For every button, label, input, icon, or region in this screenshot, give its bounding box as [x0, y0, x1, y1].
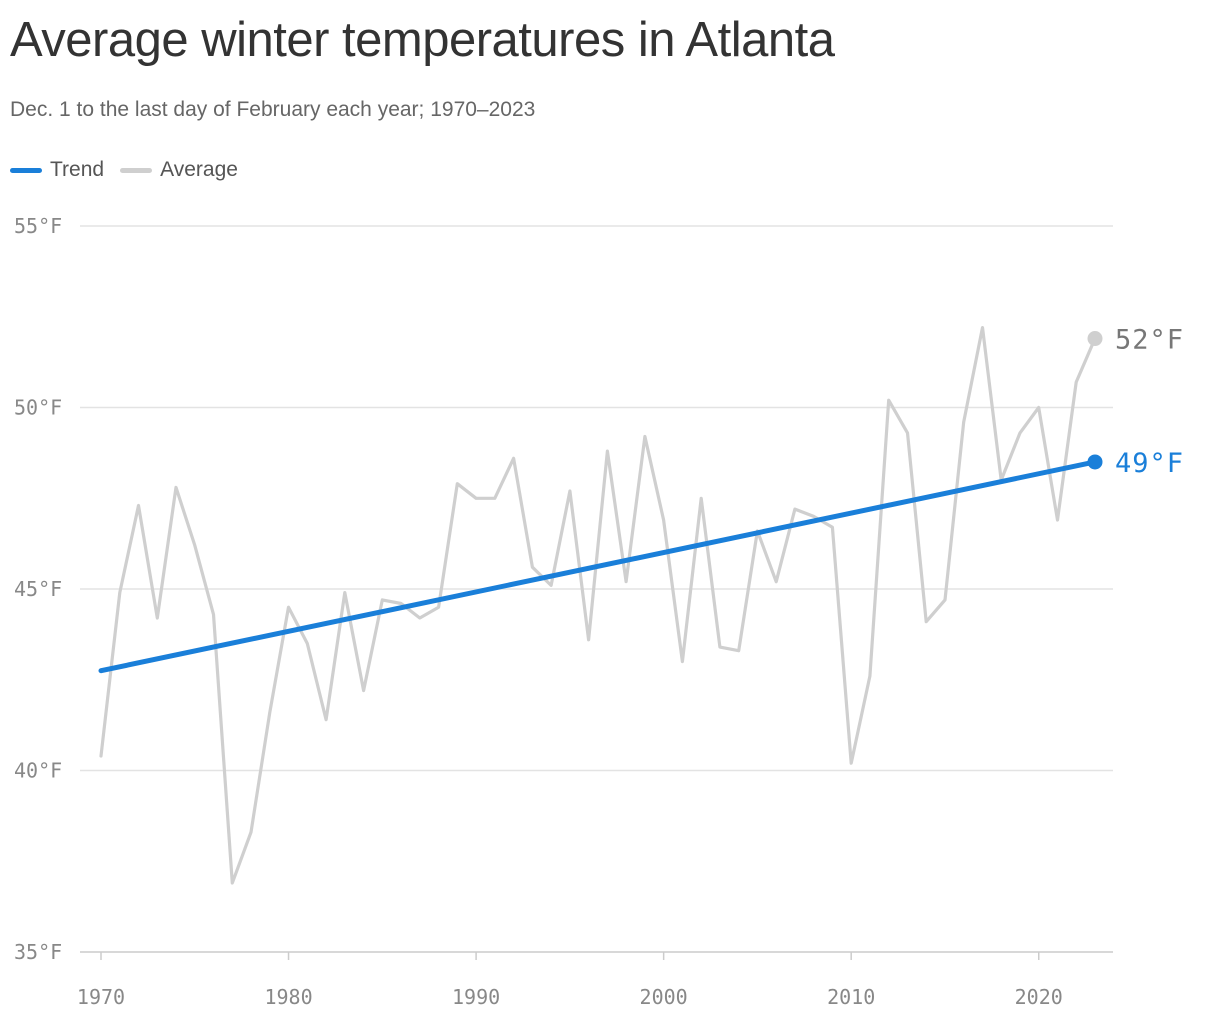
- x-tick-label-2000: 2000: [640, 985, 688, 1009]
- y-tick-label-35: 35°F: [14, 940, 62, 964]
- x-tick-label-2010: 2010: [827, 985, 875, 1009]
- average-end-label: 52°F: [1115, 325, 1184, 356]
- chart-title: Average winter temperatures in Atlanta: [10, 13, 835, 67]
- y-tick-label-50: 50°F: [14, 396, 62, 420]
- trend-end-label: 49°F: [1115, 448, 1184, 479]
- legend-swatch-average: [120, 167, 153, 173]
- axis-layer: 35°F 40°F 45°F 50°F 55°F 1970 1980 1990 2000 2010…: [14, 214, 1063, 1009]
- series-layer: [98, 326, 1103, 885]
- average-end-point: [1087, 331, 1103, 347]
- trend-series-line: [98, 459, 1098, 674]
- x-tick-label-1980: 1980: [264, 985, 312, 1009]
- x-tick-label-2020: 2020: [1015, 985, 1063, 1009]
- label-layer: 52°F 49°F: [1115, 325, 1184, 479]
- average-series-line: [99, 326, 1097, 885]
- legend-label-trend: Trend: [50, 158, 105, 181]
- legend-label-average: Average: [160, 158, 238, 181]
- trend-end-point: [1087, 454, 1103, 470]
- y-tick-label-45: 45°F: [14, 577, 62, 601]
- legend: Trend Average: [10, 156, 254, 184]
- legend-item-trend: Trend: [10, 158, 104, 182]
- legend-item-average: Average: [120, 158, 238, 182]
- x-tick-label-1970: 1970: [77, 985, 125, 1009]
- chart-subtitle: Dec. 1 to the last day of February each …: [10, 98, 536, 121]
- legend-swatch-trend: [10, 167, 42, 173]
- y-tick-label-40: 40°F: [14, 759, 62, 783]
- x-tick-label-1990: 1990: [452, 985, 500, 1009]
- y-tick-label-55: 55°F: [14, 214, 62, 238]
- grid-layer: [80, 225, 1113, 953]
